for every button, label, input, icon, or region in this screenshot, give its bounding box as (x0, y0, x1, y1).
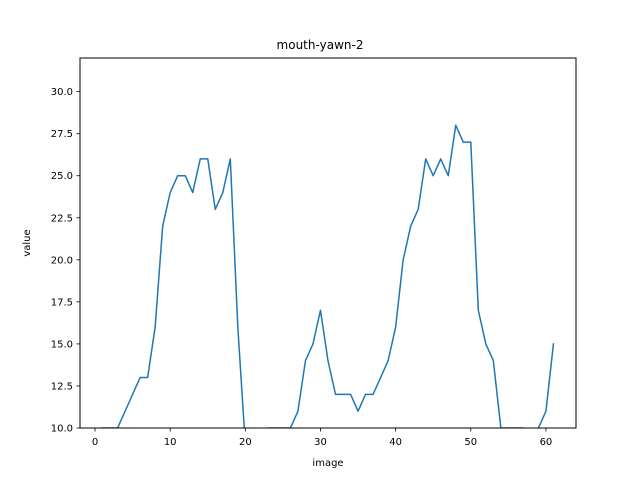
y-tick-label: 25.0 (51, 171, 73, 182)
x-tick-label: 10 (164, 437, 177, 448)
y-tick-label: 27.5 (51, 129, 73, 140)
x-tick-label: 40 (389, 437, 402, 448)
y-tick-label: 20.0 (51, 255, 73, 266)
x-tick-label: 20 (239, 437, 252, 448)
x-tick-label: 30 (314, 437, 327, 448)
chart-title: mouth-yawn-2 (277, 38, 364, 52)
y-tick-label: 12.5 (51, 381, 73, 392)
x-tick-label: 50 (464, 437, 477, 448)
series-layer (101, 124, 555, 428)
y-tick-label: 30.0 (51, 87, 73, 98)
plot-area: 0 10 20 30 40 50 60 10.0 12.5 15.0 17.5 20.0 22.5 25… (51, 57, 577, 448)
y-tick-label: 17.5 (51, 297, 73, 308)
series-line-0 (101, 124, 555, 428)
y-tick-label: 22.5 (51, 213, 73, 224)
y-tick-label: 10.0 (51, 424, 73, 435)
x-axis: 0 10 20 30 40 50 60 (92, 428, 552, 448)
y-tick-label: 15.0 (51, 339, 73, 350)
y-axis-label: value (22, 229, 33, 256)
x-tick-label: 60 (540, 437, 553, 448)
x-tick-label: 0 (92, 437, 98, 448)
plot-frame (79, 57, 577, 429)
y-axis: 10.0 12.5 15.0 17.5 20.0 22.5 25.0 27.5 30.0 (51, 87, 80, 435)
x-axis-label: image (312, 458, 343, 469)
